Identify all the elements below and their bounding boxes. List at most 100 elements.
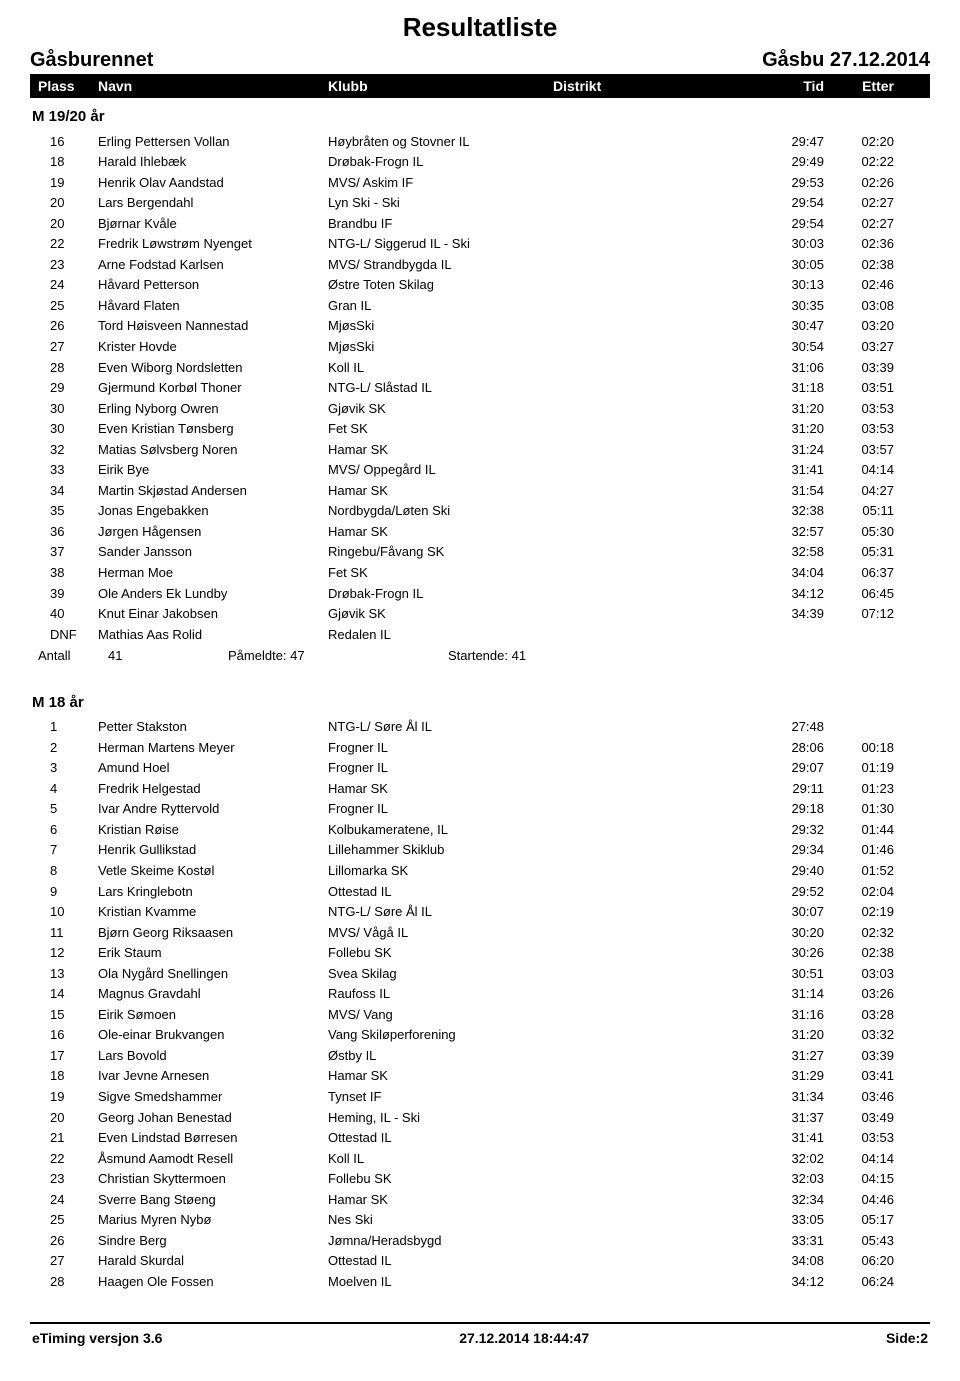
cell-tid: 29:47 [728,133,828,151]
cell-distrikt [553,1067,728,1085]
cell-distrikt [553,1273,728,1291]
cell-klubb: Lillomarka SK [328,862,553,880]
cell-klubb: Hamar SK [328,523,553,541]
cell-plass: 30 [38,400,98,418]
cell-plass: 4 [38,780,98,798]
cell-tid: 33:31 [728,1232,828,1250]
cell-etter: 01:23 [828,780,898,798]
cell-plass: 40 [38,605,98,623]
cell-plass: 13 [38,965,98,983]
cell-navn: Fredrik Helgestad [98,780,328,798]
cell-distrikt [553,903,728,921]
cell-tid: 30:20 [728,924,828,942]
cell-tid: 30:47 [728,317,828,335]
cell-plass: DNF [38,626,98,644]
cell-distrikt [553,276,728,294]
cell-tid: 30:54 [728,338,828,356]
cell-distrikt [553,235,728,253]
cell-navn: Harald Ihlebæk [98,153,328,171]
cell-distrikt [553,626,728,644]
cell-plass: 33 [38,461,98,479]
cell-distrikt [553,780,728,798]
cell-klubb: MVS/ Vang [328,1006,553,1024]
cell-distrikt [553,379,728,397]
category-label: M 19/20 år [32,108,930,125]
table-row: 30Erling Nyborg OwrenGjøvik SK31:2003:53 [30,398,930,419]
table-row: 11Bjørn Georg RiksaasenMVS/ Vågå IL30:20… [30,922,930,943]
cell-klubb: NTG-L/ Søre Ål IL [328,718,553,736]
col-etter: Etter [828,78,898,94]
cell-plass: 24 [38,1191,98,1209]
footer-right: Side:2 [886,1330,928,1346]
cell-plass: 28 [38,1273,98,1291]
cell-etter: 02:19 [828,903,898,921]
cell-distrikt [553,1006,728,1024]
cell-etter: 05:11 [828,502,898,520]
cell-navn: Ivar Andre Ryttervold [98,800,328,818]
cell-klubb: Svea Skilag [328,965,553,983]
cell-distrikt [553,1026,728,1044]
cell-navn: Gjermund Korbøl Thoner [98,379,328,397]
cell-klubb: MVS/ Oppegård IL [328,461,553,479]
cell-etter: 03:26 [828,985,898,1003]
cell-distrikt [553,1109,728,1127]
cell-navn: Tord Høisveen Nannestad [98,317,328,335]
cell-etter: 05:31 [828,543,898,561]
cell-navn: Ole-einar Brukvangen [98,1026,328,1044]
cell-etter: 03:03 [828,965,898,983]
cell-tid: 31:27 [728,1047,828,1065]
cell-klubb: Moelven IL [328,1273,553,1291]
cell-klubb: Follebu SK [328,944,553,962]
cell-tid: 31:06 [728,359,828,377]
table-row: 19Sigve SmedshammerTynset IF31:3403:46 [30,1087,930,1108]
table-row: 32Matias Sølvsberg NorenHamar SK31:2403:… [30,439,930,460]
table-row: 37Sander JanssonRingebu/Fåvang SK32:5805… [30,542,930,563]
table-row: 22Åsmund Aamodt ResellKoll IL32:0204:14 [30,1148,930,1169]
cell-klubb: NTG-L/ Siggerud IL - Ski [328,235,553,253]
cell-tid: 29:52 [728,883,828,901]
cell-klubb: Drøbak-Frogn IL [328,153,553,171]
cell-distrikt [553,215,728,233]
cell-klubb: Hamar SK [328,780,553,798]
cell-klubb: MVS/ Strandbygda IL [328,256,553,274]
cell-tid: 32:02 [728,1150,828,1168]
cell-distrikt [553,523,728,541]
cell-navn: Knut Einar Jakobsen [98,605,328,623]
cell-navn: Åsmund Aamodt Resell [98,1150,328,1168]
cell-etter: 00:18 [828,739,898,757]
cell-etter: 02:27 [828,215,898,233]
cell-tid: 29:32 [728,821,828,839]
cell-etter: 02:38 [828,256,898,274]
cell-distrikt [553,862,728,880]
cell-plass: 5 [38,800,98,818]
cell-tid: 31:54 [728,482,828,500]
cell-navn: Amund Hoel [98,759,328,777]
cell-distrikt [553,297,728,315]
cell-klubb: MVS/ Vågå IL [328,924,553,942]
col-klubb: Klubb [328,78,553,94]
column-headers: Plass Navn Klubb Distrikt Tid Etter [30,74,930,98]
cell-tid: 30:51 [728,965,828,983]
cell-navn: Eirik Sømoen [98,1006,328,1024]
cell-plass: 39 [38,585,98,603]
cell-tid: 31:34 [728,1088,828,1106]
cell-tid: 29:07 [728,759,828,777]
cell-klubb: Ottestad IL [328,1129,553,1147]
cell-navn: Henrik Gullikstad [98,841,328,859]
table-row: 14Magnus GravdahlRaufoss IL31:1403:26 [30,984,930,1005]
cell-plass: 26 [38,317,98,335]
cell-etter: 03:53 [828,400,898,418]
cell-plass: 32 [38,441,98,459]
cell-etter: 03:39 [828,359,898,377]
cell-navn: Arne Fodstad Karlsen [98,256,328,274]
cell-klubb: Ottestad IL [328,883,553,901]
cell-tid: 29:54 [728,194,828,212]
cell-tid: 31:20 [728,1026,828,1044]
cell-navn: Christian Skyttermoen [98,1170,328,1188]
cell-tid: 29:40 [728,862,828,880]
cell-tid: 28:06 [728,739,828,757]
table-row: 7Henrik GullikstadLillehammer Skiklub29:… [30,840,930,861]
cell-distrikt [553,800,728,818]
cell-distrikt [553,585,728,603]
cell-plass: 20 [38,1109,98,1127]
